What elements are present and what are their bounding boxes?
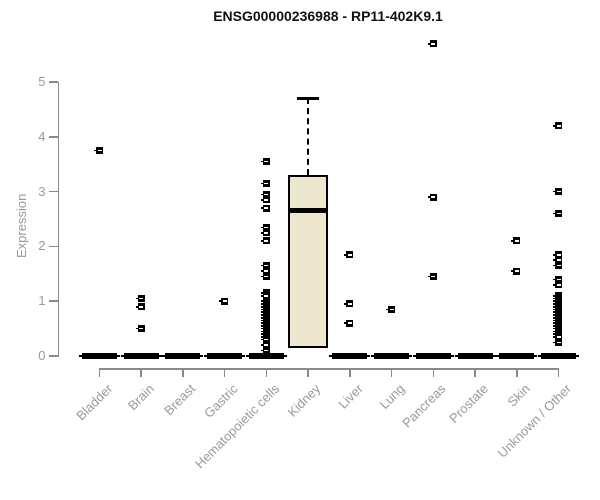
box <box>288 175 329 348</box>
y-axis-line <box>57 82 59 357</box>
outlier-point <box>344 300 354 308</box>
zero-box-bar <box>82 352 117 359</box>
zero-box-bar <box>207 352 243 359</box>
outlier-point <box>260 196 270 204</box>
x-category-label: Pancreas <box>399 381 449 431</box>
outlier-point <box>94 147 103 154</box>
x-axis-tick <box>182 368 184 377</box>
y-axis-tick <box>48 190 58 193</box>
outlier-point <box>553 210 563 218</box>
outlier-point <box>260 262 270 270</box>
outlier-point <box>553 188 563 196</box>
zero-box-bar <box>248 352 284 359</box>
outlier-point <box>219 297 229 305</box>
x-axis-tick <box>474 368 476 377</box>
x-category-label: Bladder <box>72 381 116 424</box>
zero-box-bar <box>374 352 410 359</box>
x-category-label: Unknown / Other <box>494 381 575 461</box>
x-category-label: Brain <box>124 381 157 414</box>
outlier-point <box>260 347 270 355</box>
outlier-point <box>553 256 563 264</box>
outlier-point <box>553 338 563 346</box>
x-axis-tick <box>390 368 393 377</box>
x-axis-tick <box>557 368 560 377</box>
outlier-point <box>135 303 145 311</box>
x-axis-tick <box>265 368 268 377</box>
whisker-cap <box>297 97 320 100</box>
x-axis-tick <box>140 368 142 377</box>
zero-box-bar <box>541 352 577 359</box>
outlier-point <box>135 325 145 333</box>
y-tick-label: 1 <box>38 293 46 309</box>
x-axis-tick <box>307 368 309 377</box>
y-axis-tick <box>48 136 58 138</box>
outlier-point <box>553 262 563 270</box>
x-category-label: Skin <box>503 381 533 410</box>
outlier-point <box>553 275 563 283</box>
y-tick-label: 3 <box>38 183 46 199</box>
y-tick-label: 0 <box>38 348 46 363</box>
outlier-point <box>260 179 270 187</box>
y-axis-tick <box>48 245 58 248</box>
outlier-point <box>260 273 270 281</box>
x-category-label: Gastric <box>200 381 241 421</box>
outlier-point <box>260 190 270 198</box>
x-category-label: Prostate <box>445 381 491 426</box>
x-axis-tick <box>98 368 101 377</box>
y-tick-label: 4 <box>38 128 46 144</box>
outlier-point <box>511 237 521 245</box>
outlier-point <box>553 333 563 341</box>
chart-title: ENSG00000236988 - RP11-402K9.1 <box>213 8 443 24</box>
zero-box-bar <box>457 352 493 359</box>
outlier-point <box>260 204 270 212</box>
outlier-point <box>260 237 270 245</box>
x-axis-tick <box>432 368 435 377</box>
x-axis-tick <box>516 368 518 377</box>
outlier-point <box>260 229 270 237</box>
outlier-point <box>260 336 270 344</box>
y-axis-tick <box>48 355 58 357</box>
zero-box-bar <box>123 352 159 359</box>
outlier-point <box>386 305 396 313</box>
zero-box-bar <box>499 352 535 359</box>
outlier-point <box>553 122 563 130</box>
upper-whisker <box>307 98 310 176</box>
outlier-point <box>427 273 437 281</box>
x-category-label: Kidney <box>285 381 324 420</box>
outlier-point <box>344 319 354 327</box>
outlier-point <box>427 40 437 48</box>
outlier-point <box>260 292 270 300</box>
outlier-point <box>553 281 563 289</box>
outlier-point <box>135 294 145 302</box>
zero-box-bar <box>332 352 368 359</box>
outlier-point <box>553 251 563 259</box>
outlier-point <box>260 341 270 349</box>
outlier-point <box>427 193 437 201</box>
zero-box-bar <box>165 352 201 359</box>
y-tick-label: 2 <box>38 238 46 254</box>
outlier-point <box>260 157 270 165</box>
x-axis-line <box>98 368 560 370</box>
y-axis-tick <box>48 81 58 83</box>
x-category-label: Lung <box>376 381 408 413</box>
outlier-point <box>260 267 270 275</box>
x-axis-tick <box>349 368 351 377</box>
zero-box-bar <box>415 352 451 359</box>
y-tick-label: 5 <box>38 74 46 89</box>
median-line <box>290 208 327 214</box>
outlier-point <box>260 223 270 231</box>
x-axis-tick <box>223 368 226 377</box>
outlier-point <box>511 267 521 275</box>
x-category-label: Breast <box>161 381 199 419</box>
x-category-label: Liver <box>334 381 366 412</box>
y-axis-tick <box>48 300 58 302</box>
outlier-point <box>344 251 354 259</box>
